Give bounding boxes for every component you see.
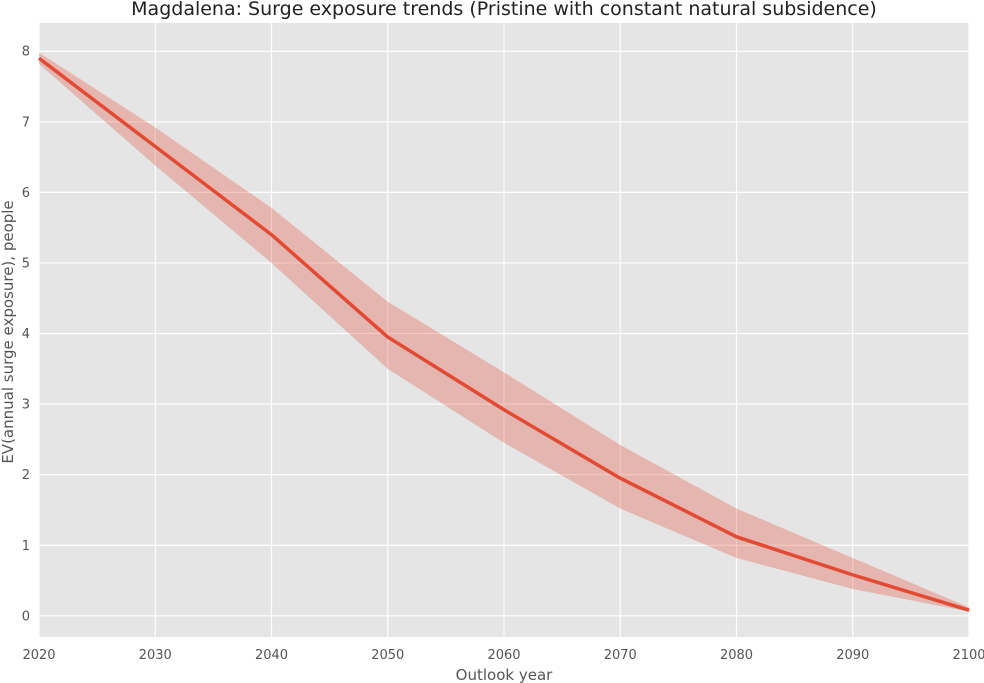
y-axis-label: EV(annual surge exposure), people [0,200,17,463]
x-tick-label: 2020 [22,648,55,663]
y-tick-label: 7 [22,115,30,130]
x-tick-label: 2080 [720,648,753,663]
x-tick-label: 2050 [371,648,404,663]
series-layer [37,52,970,612]
x-tick-labels: 2020 2030 2040 2050 2060 2070 2080 2090 2100 [22,648,984,663]
x-tick-label: 2030 [139,648,172,663]
y-tick-label: 6 [22,186,30,201]
grid [38,23,970,637]
y-tick-label: 5 [22,256,30,271]
y-tick-label: 8 [22,45,30,60]
series-line [37,56,970,612]
y-tick-label: 2 [22,468,30,483]
x-tick-label: 2090 [836,648,869,663]
x-axis-label: Outlook year [456,666,553,683]
chart-title: Magdalena: Surge exposure trends (Pristi… [131,0,877,20]
x-tick-label: 2100 [952,648,984,663]
x-tick-label: 2040 [255,648,288,663]
x-tick-label: 2060 [487,648,520,663]
y-tick-label: 1 [22,539,30,554]
x-tick-label: 2070 [604,648,637,663]
y-tick-label: 4 [22,327,30,342]
y-tick-label: 0 [22,609,30,624]
y-tick-labels: 0 1 2 3 4 5 6 7 8 [22,45,30,625]
y-tick-label: 3 [22,398,30,413]
